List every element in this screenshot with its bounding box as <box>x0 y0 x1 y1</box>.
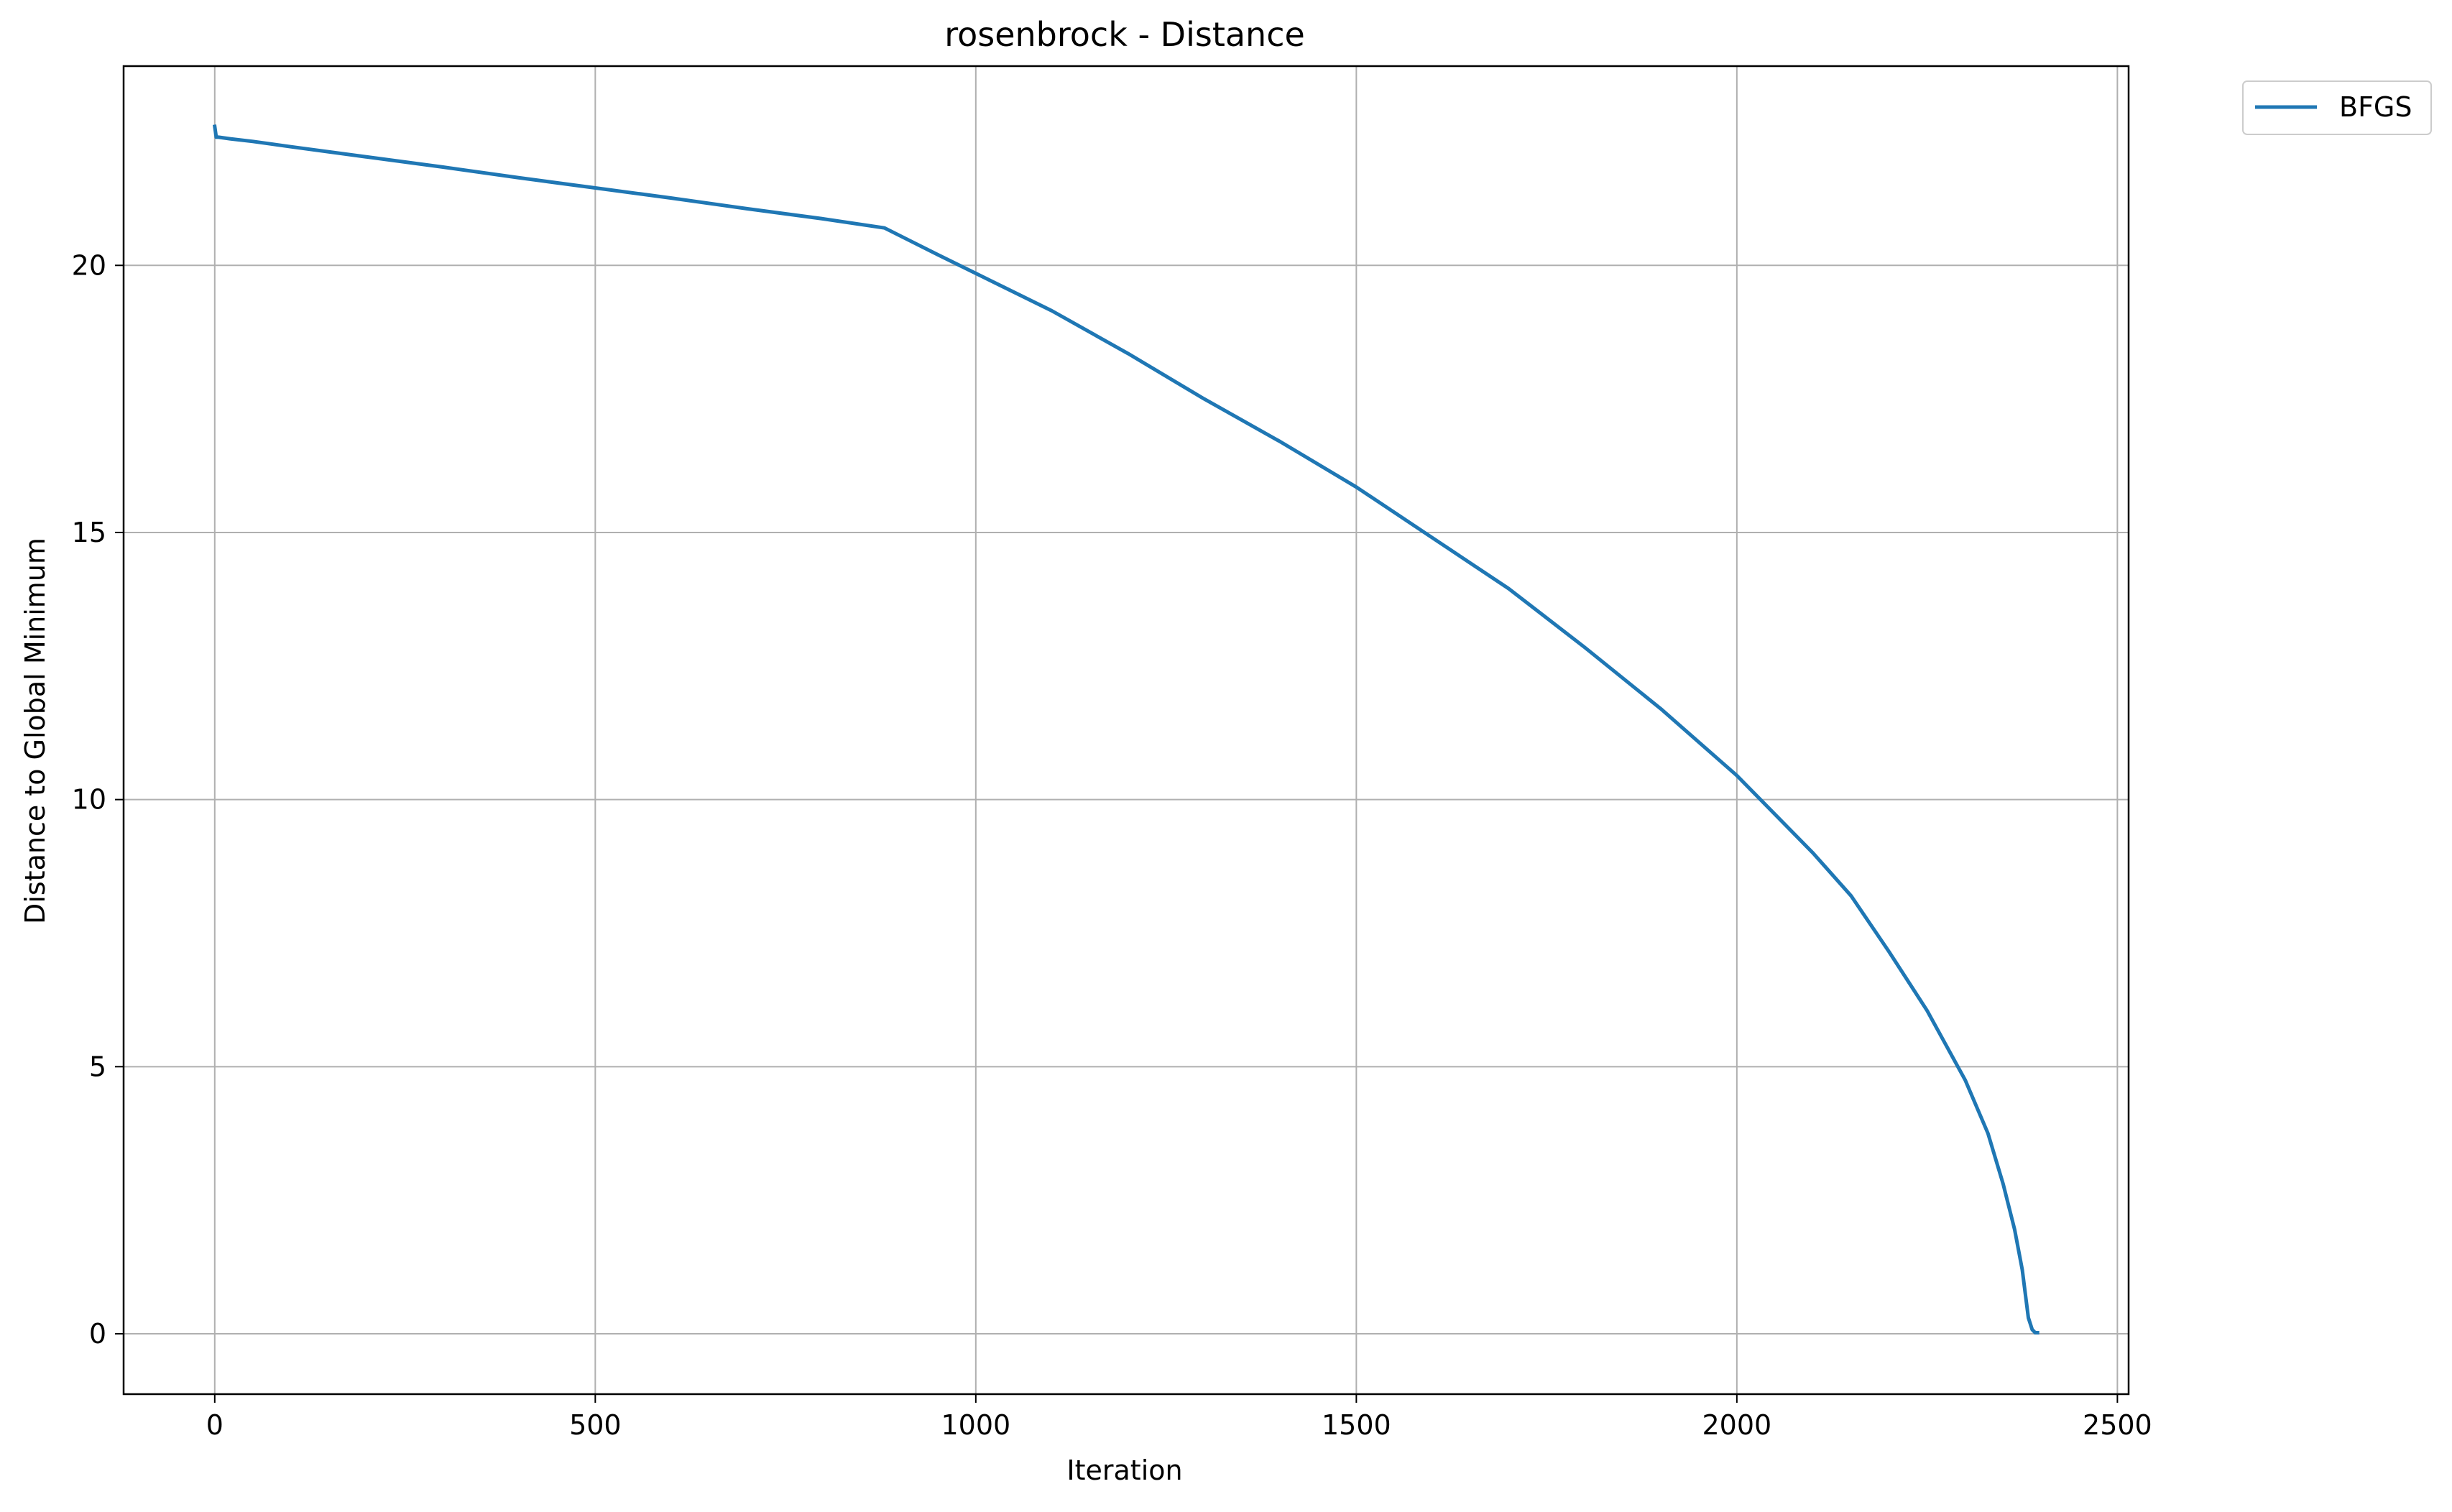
grid-lines <box>124 66 2129 1394</box>
y-axis-ticks: 0 5 10 15 20 <box>72 249 124 1350</box>
legend-label-bfgs: BFGS <box>2339 91 2412 123</box>
series-layer <box>212 124 2040 1334</box>
chart-title: rosenbrock - Distance <box>944 15 1305 54</box>
y-tick-label: 15 <box>72 517 106 548</box>
x-tick-label: 500 <box>569 1409 622 1441</box>
x-tick-label: 1000 <box>941 1409 1010 1441</box>
y-tick-label: 5 <box>89 1051 106 1082</box>
y-tick-label: 20 <box>72 249 106 281</box>
x-axis-label: Iteration <box>1066 1455 1182 1486</box>
x-tick-label: 0 <box>206 1409 223 1441</box>
x-tick-label: 2500 <box>2083 1409 2152 1441</box>
x-tick-label: 2000 <box>1702 1409 1772 1441</box>
x-tick-label: 1500 <box>1322 1409 1391 1441</box>
legend-box <box>2242 80 2432 135</box>
y-tick-label: 0 <box>89 1318 106 1350</box>
series-line-bfgs <box>212 124 2040 1334</box>
legend: BFGS <box>2242 80 2432 135</box>
plot-area-frame <box>122 65 2130 1396</box>
x-axis-ticks: 0 500 1000 1500 2000 2500 <box>206 1394 2152 1441</box>
y-axis-label: Distance to Global Minimum <box>19 538 51 924</box>
y-tick-label: 10 <box>72 784 106 816</box>
